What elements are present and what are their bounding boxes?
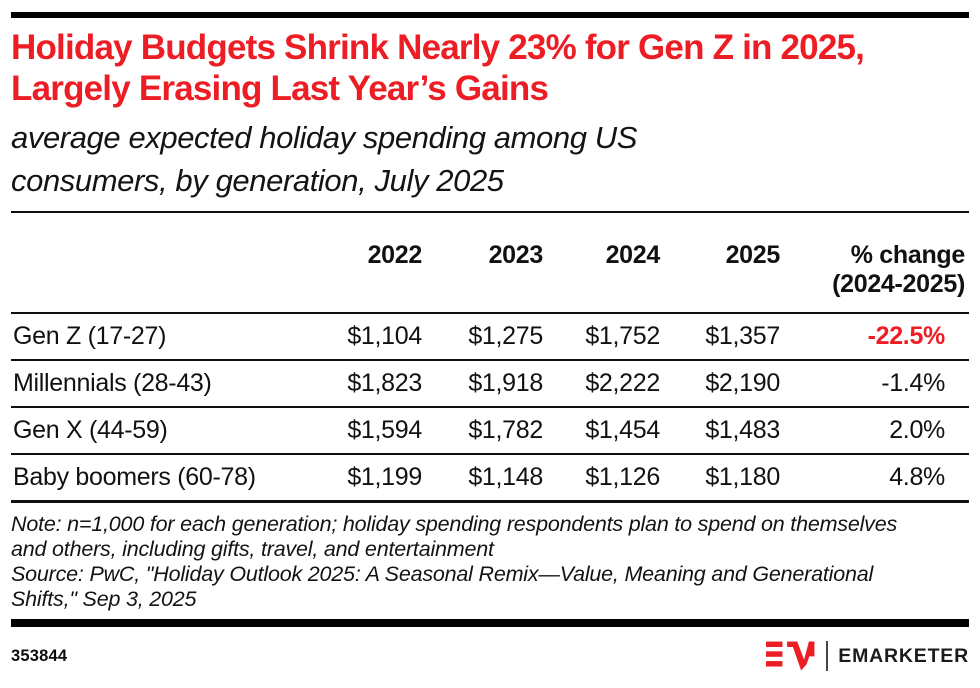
value-2024: $1,454 <box>543 407 660 455</box>
col-header-2024: 2024 <box>543 213 660 314</box>
value-2023: $1,918 <box>422 360 543 408</box>
pct-change-value: -1.4% <box>780 360 969 408</box>
row-label: Gen Z (17-27) <box>11 313 303 361</box>
table-top-rule <box>11 211 969 213</box>
chart-card: Holiday Budgets Shrink Nearly 23% for Ge… <box>0 12 980 675</box>
table-header-row: 2022 2023 2024 2025 % change (2024-2025) <box>11 213 969 314</box>
pct-change-value: -22.5% <box>780 313 969 361</box>
brand-lockup: EMARKETER <box>766 640 969 672</box>
value-2022: $1,823 <box>303 360 422 408</box>
brand-divider <box>826 641 829 671</box>
note-text: Note: n=1,000 for each generation; holid… <box>11 512 898 561</box>
value-2023: $1,148 <box>422 454 543 503</box>
pct-change-value: 4.8% <box>780 454 969 503</box>
value-2025: $1,483 <box>660 407 780 455</box>
footer: 353844 EMARKETER <box>11 637 969 675</box>
value-2023: $1,782 <box>422 407 543 455</box>
col-header-2025: 2025 <box>660 213 780 314</box>
table-row-millennials: Millennials (28-43) $1,823 $1,918 $2,222… <box>11 360 969 408</box>
source-text: Source: PwC, "Holiday Outlook 2025: A Se… <box>11 562 874 611</box>
top-divider-bar <box>11 12 969 18</box>
bottom-divider-bar <box>11 619 969 627</box>
value-2023: $1,275 <box>422 313 543 361</box>
row-label: Gen X (44-59) <box>11 407 303 455</box>
value-2024: $1,752 <box>543 313 660 361</box>
col-header-2022: 2022 <box>303 213 422 314</box>
chart-title: Holiday Budgets Shrink Nearly 23% for Ge… <box>11 28 865 108</box>
value-2024: $1,126 <box>543 454 660 503</box>
pct-change-value: 2.0% <box>780 407 969 455</box>
table-row-gen-x: Gen X (44-59) $1,594 $1,782 $1,454 $1,48… <box>11 407 969 455</box>
table-row-gen-z: Gen Z (17-27) $1,104 $1,275 $1,752 $1,35… <box>11 313 969 361</box>
col-header-2023: 2023 <box>422 213 543 314</box>
spending-table: 2022 2023 2024 2025 % change (2024-2025)… <box>11 213 969 503</box>
value-2024: $2,222 <box>543 360 660 408</box>
chart-id: 353844 <box>11 646 68 665</box>
value-2025: $1,180 <box>660 454 780 503</box>
pct-change-header-line1: % change <box>850 241 966 269</box>
value-2022: $1,594 <box>303 407 422 455</box>
value-2022: $1,199 <box>303 454 422 503</box>
row-label: Millennials (28-43) <box>11 360 303 408</box>
row-label: Baby boomers (60-78) <box>11 454 303 503</box>
value-2025: $1,357 <box>660 313 780 361</box>
emarketer-wordmark: EMARKETER <box>838 644 969 667</box>
footnotes: Note: n=1,000 for each generation; holid… <box>11 512 916 612</box>
row-label-header <box>11 213 303 314</box>
col-header-pct-change: % change (2024-2025) <box>780 213 969 314</box>
pct-change-header-line2: (2024-2025) <box>832 270 965 298</box>
value-2025: $2,190 <box>660 360 780 408</box>
value-2022: $1,104 <box>303 313 422 361</box>
emarketer-monogram-icon <box>766 641 815 671</box>
table-row-baby-boomers: Baby boomers (60-78) $1,199 $1,148 $1,12… <box>11 454 969 503</box>
chart-subtitle: average expected holiday spending among … <box>11 120 638 198</box>
